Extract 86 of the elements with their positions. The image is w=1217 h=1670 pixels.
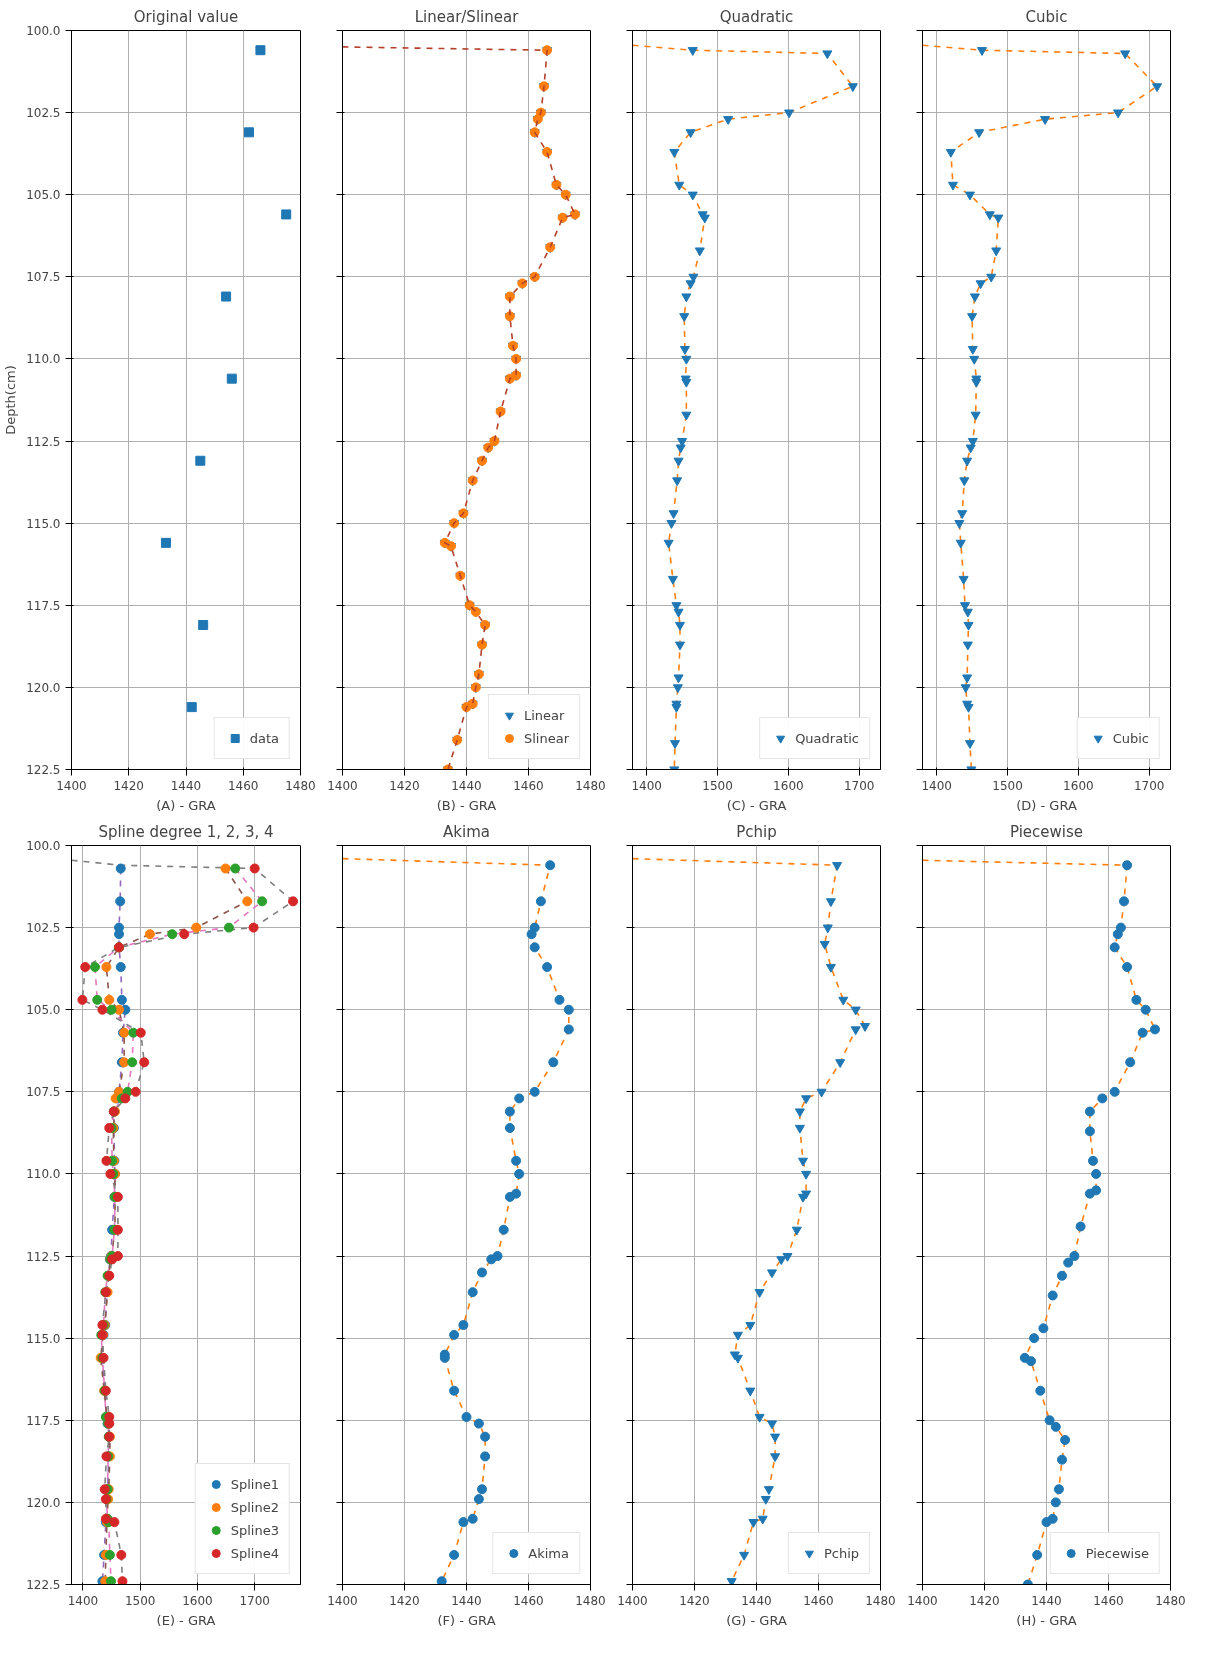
x-tick-label: 1440 <box>741 1593 772 1608</box>
chart-title: Pchip <box>736 822 777 841</box>
legend-label: Spline1 <box>230 1476 279 1492</box>
chart-title: Quadratic <box>719 7 794 26</box>
x-axis-title: (G) - GRA <box>726 1612 787 1628</box>
y-tick-label: 117.5 <box>26 1413 61 1428</box>
chart-title: Cubic <box>1025 7 1068 26</box>
x-tick-label: 1480 <box>865 1593 896 1608</box>
x-tick-label: 1400 <box>67 1593 99 1608</box>
x-axis-title: (E) - GRA <box>156 1612 216 1628</box>
legend-label: Pchip <box>823 1545 859 1561</box>
x-axis-title: (B) - GRA <box>436 797 497 813</box>
y-tick-label: 122.5 <box>26 763 61 777</box>
legend-label: Linear <box>523 707 565 723</box>
chart-title: Spline degree 1, 2, 3, 4 <box>98 822 274 841</box>
y-tick-label: 115.0 <box>26 1331 61 1346</box>
x-tick-label: 1460 <box>513 778 544 793</box>
x-tick-label: 1480 <box>575 778 606 793</box>
y-tick-label: 112.5 <box>26 434 61 449</box>
x-axis-title: (C) - GRA <box>726 797 787 813</box>
y-tick-label: 110.0 <box>26 352 61 367</box>
x-tick-label: 1700 <box>843 778 875 793</box>
y-tick-label: 115.0 <box>26 516 61 531</box>
y-tick-label: 110.0 <box>26 1167 61 1182</box>
x-tick-label: 1440 <box>170 778 202 793</box>
x-tick-label: 1600 <box>773 778 804 793</box>
x-tick-label: 1420 <box>969 1593 1000 1608</box>
x-tick-label: 1460 <box>513 1593 544 1608</box>
x-tick-label: 1420 <box>389 1593 420 1608</box>
legend-label: Cubic <box>1112 730 1149 746</box>
x-tick-label: 1500 <box>124 1593 156 1608</box>
x-tick-label: 1500 <box>992 778 1023 793</box>
y-tick-label: 102.5 <box>26 106 61 121</box>
x-tick-label: 1400 <box>631 778 662 793</box>
chart-title: Linear/Slinear <box>414 7 520 26</box>
legend-label: data <box>249 730 279 746</box>
x-tick-label: 1700 <box>1133 778 1165 793</box>
y-tick-label: 117.5 <box>26 598 61 613</box>
legend-label: Quadratic <box>795 730 859 746</box>
x-tick-label: 1420 <box>389 778 420 793</box>
x-tick-label: 1440 <box>451 1593 482 1608</box>
x-tick-label: 1400 <box>56 778 87 793</box>
x-axis-title: (H) - GRA <box>1016 1612 1077 1628</box>
x-tick-label: 1440 <box>1031 1593 1062 1608</box>
y-tick-label: 107.5 <box>26 1085 61 1100</box>
x-tick-label: 1700 <box>239 1593 270 1608</box>
y-axis-title: Depth(cm) <box>3 365 19 435</box>
x-tick-label: 1600 <box>182 1593 213 1608</box>
x-tick-label: 1460 <box>1093 1593 1124 1608</box>
y-tick-label: 102.5 <box>26 921 61 936</box>
x-tick-label: 1440 <box>451 778 482 793</box>
y-tick-label: 105.0 <box>26 188 61 203</box>
y-tick-label: 105.0 <box>26 1003 61 1018</box>
x-tick-label: 1480 <box>1155 1593 1186 1608</box>
y-tick-label: 120.0 <box>26 1495 61 1510</box>
y-tick-label: 112.5 <box>26 1249 61 1264</box>
y-tick-label: 100.0 <box>26 24 61 38</box>
x-axis-title: (D) - GRA <box>1016 797 1077 813</box>
legend-label: Piecewise <box>1085 1545 1149 1561</box>
chart-title: Original value <box>133 7 239 26</box>
x-tick-label: 1400 <box>327 778 358 793</box>
x-tick-label: 1420 <box>679 1593 710 1608</box>
x-tick-label: 1460 <box>227 778 259 793</box>
y-tick-label: 100.0 <box>26 839 61 853</box>
chart-title: Akima <box>443 822 490 841</box>
x-tick-label: 1480 <box>575 1593 606 1608</box>
x-tick-label: 1500 <box>702 778 733 793</box>
x-tick-label: 1480 <box>285 778 316 793</box>
legend-label: Slinear <box>523 730 569 746</box>
legend-label: Akima <box>528 1545 569 1561</box>
y-tick-label: 122.5 <box>26 1578 61 1592</box>
x-tick-label: 1400 <box>907 1593 938 1608</box>
x-tick-label: 1400 <box>617 1593 648 1608</box>
x-tick-label: 1600 <box>1063 778 1094 793</box>
y-tick-label: 120.0 <box>26 680 61 695</box>
legend-label: Spline2 <box>230 1499 279 1515</box>
x-tick-label: 1400 <box>327 1593 358 1608</box>
chart-title: Piecewise <box>1009 822 1084 841</box>
y-tick-label: 107.5 <box>26 270 61 285</box>
x-tick-label: 1420 <box>113 778 145 793</box>
legend-label: Spline4 <box>230 1545 279 1561</box>
x-axis-title: (A) - GRA <box>156 797 216 813</box>
x-tick-label: 1400 <box>921 778 952 793</box>
legend-label: Spline3 <box>230 1522 279 1538</box>
x-tick-label: 1460 <box>803 1593 834 1608</box>
x-axis-title: (F) - GRA <box>437 1612 496 1628</box>
